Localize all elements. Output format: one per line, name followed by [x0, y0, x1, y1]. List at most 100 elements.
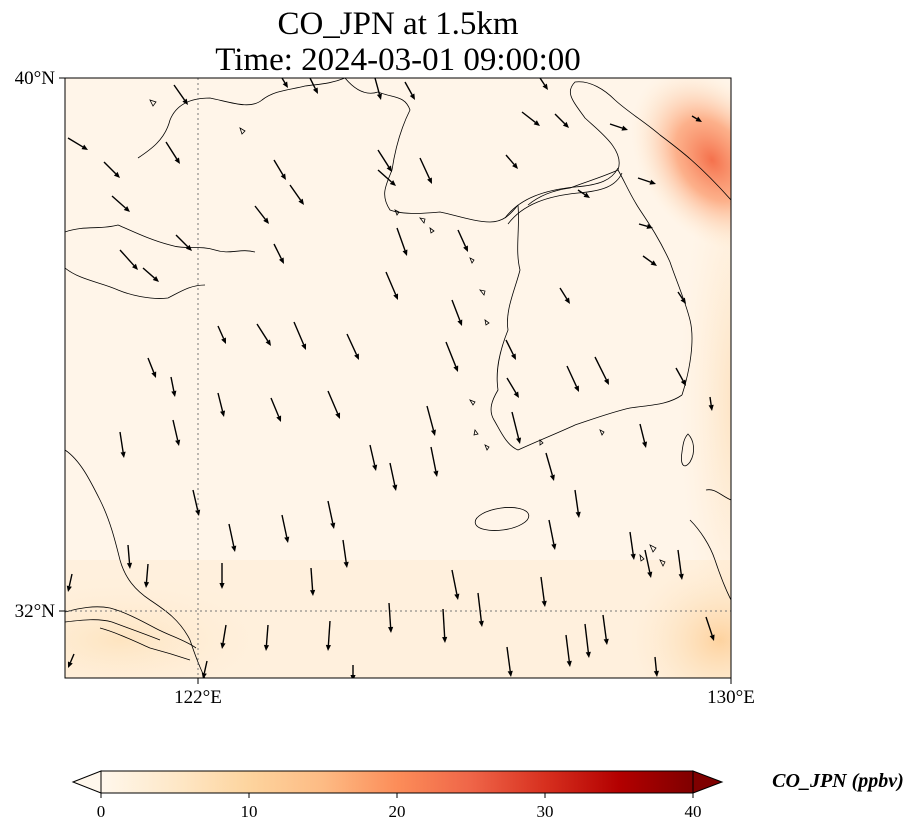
wind-arrow [388, 602, 394, 633]
wind-arrow [554, 113, 569, 128]
wind-arrow [385, 271, 399, 300]
wind-arrow [309, 78, 318, 94]
wind-arrow [201, 660, 208, 678]
wind-arrow [574, 489, 581, 518]
concentration-southwest [65, 570, 290, 678]
wind-arrow [577, 189, 590, 198]
gridlines [65, 78, 731, 678]
coastlines [65, 78, 731, 678]
wind-arrow [451, 299, 463, 326]
wind-arrow [377, 149, 392, 172]
wind-arrow [147, 357, 157, 378]
map-panel [65, 78, 731, 678]
wind-arrow [505, 339, 516, 360]
colorbar-label: CO_JPN (ppbv) [772, 770, 904, 792]
wind-arrow [426, 405, 436, 436]
colorbar-gradient [100, 770, 694, 794]
wind-vectors [66, 78, 715, 678]
concentration-east-edge [680, 143, 731, 657]
lon-tick-122: 122°E [174, 687, 222, 708]
colorbar-extend-max [692, 770, 724, 794]
wind-arrow [342, 539, 349, 568]
wind-arrow [705, 616, 715, 641]
wind-arrow [539, 78, 548, 90]
wind-arrow [609, 123, 628, 131]
wind-arrow [165, 141, 180, 164]
lon-tick-130: 130°E [707, 687, 755, 708]
wind-arrow [644, 549, 653, 578]
wind-arrow [629, 531, 636, 560]
wind-arrow [327, 390, 341, 419]
wind-arrow [642, 255, 657, 266]
wind-arrow [270, 397, 282, 422]
wind-arrow [559, 287, 570, 304]
wind-arrow [66, 573, 73, 592]
wind-arrow [143, 563, 150, 588]
wind-arrow [111, 195, 130, 212]
wind-arrow [602, 614, 609, 645]
wind-arrow [142, 267, 159, 282]
wind-arrow [309, 567, 316, 596]
wind-arrow [565, 634, 572, 667]
concentration-southeast [630, 560, 731, 678]
wind-arrow [170, 376, 177, 397]
wind-arrow [545, 452, 555, 481]
wind-arrow [67, 137, 88, 150]
map-title-line1: CO_JPN at 1.5km [277, 6, 518, 42]
wind-arrow [103, 161, 120, 178]
wind-arrow [540, 576, 547, 607]
wind-arrow [377, 169, 396, 186]
wind-arrow [419, 157, 432, 184]
wind-arrow [442, 608, 448, 643]
lat-tick-40: 40°N [15, 68, 56, 89]
wind-arrow [708, 396, 714, 411]
wind-arrow [289, 184, 304, 205]
colorbar-tick-label: 10 [241, 802, 258, 821]
wind-arrow [119, 249, 138, 270]
colorbar-tick-label: 20 [389, 802, 406, 821]
wind-arrow [126, 544, 133, 569]
wind-arrow [548, 519, 557, 550]
wind-arrow [325, 620, 331, 651]
wind-arrow [653, 656, 659, 677]
wind-arrow [594, 356, 609, 385]
wind-arrow [256, 323, 271, 346]
wind-arrow [505, 154, 518, 169]
colorbar: 0 10 20 30 40 CO_JPN (ppbv) [71, 770, 904, 821]
wind-arrow [639, 423, 648, 448]
wind-arrow [175, 234, 192, 251]
wind-arrow [430, 446, 439, 477]
colorbar-tick-label: 0 [97, 802, 106, 821]
map-title-line2: Time: 2024-03-01 09:00:00 [215, 42, 580, 78]
wind-arrow [346, 333, 359, 360]
axis-ticks [59, 77, 732, 684]
wind-arrow [677, 549, 684, 580]
wind-arrow [511, 411, 522, 444]
wind-arrow [350, 665, 356, 678]
wind-arrow [254, 205, 269, 224]
wind-arrow [566, 365, 579, 392]
wind-arrow [445, 341, 459, 372]
wind-arrow [67, 653, 75, 668]
wind-arrow [521, 111, 540, 126]
wind-arrow [637, 177, 656, 185]
wind-arrow [506, 377, 519, 398]
wind-arrow [172, 419, 181, 446]
wind-arrow [404, 81, 415, 100]
wind-arrow [457, 229, 468, 252]
wind-arrow [638, 223, 653, 229]
wind-arrow [192, 489, 201, 516]
wind-arrow [369, 444, 378, 471]
wind-arrow [217, 325, 226, 344]
wind-arrow [374, 78, 382, 100]
wind-arrow [477, 592, 484, 627]
wind-arrow [281, 78, 288, 88]
wind-arrow [119, 431, 126, 458]
wind-arrow [173, 84, 188, 105]
concentration-northeast-plume [630, 78, 731, 252]
wind-arrow [675, 367, 686, 386]
wind-arrow [451, 569, 460, 600]
colorbar-tick-label: 30 [537, 802, 554, 821]
wind-arrow [220, 624, 227, 649]
